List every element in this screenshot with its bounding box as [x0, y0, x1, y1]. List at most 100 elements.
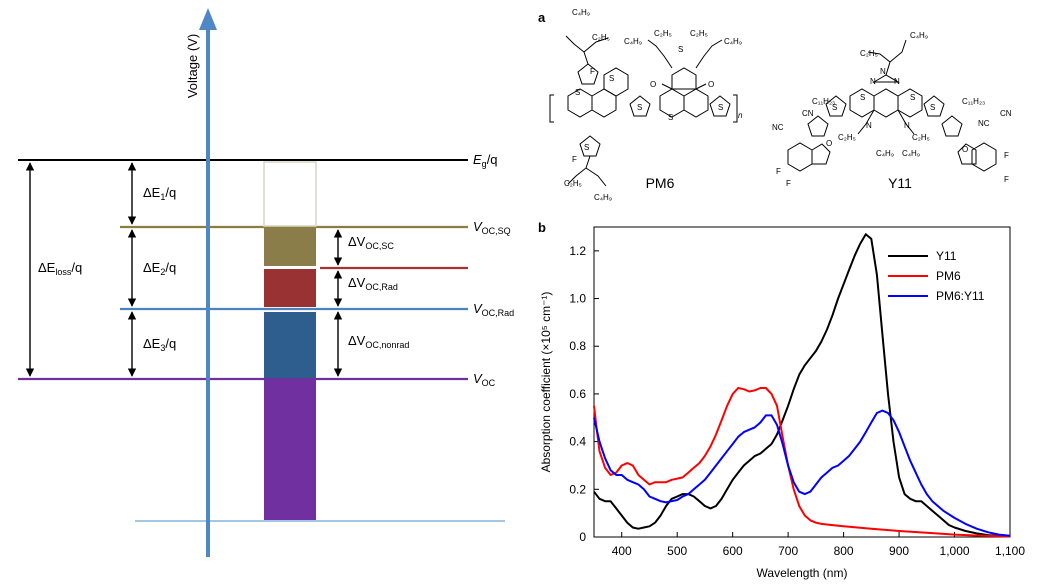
y-tick-label: 0.2 [569, 482, 586, 496]
svg-text:S: S [637, 103, 642, 112]
x-tick-label: 400 [612, 544, 632, 558]
label-de2: ΔE2/q [143, 260, 176, 277]
y11-name: Y11 [888, 175, 912, 191]
energy-diagram: Voltage (V) ΔE1/q ΔE2/q ΔE3/q ΔEloss/q Δ… [18, 8, 514, 557]
x-tick-label: 900 [889, 544, 909, 558]
panel-b: b 0 0.2 0.4 0.6 0.8 1.0 1.2 400 500 600 700 800 900 1… [538, 220, 1025, 580]
label-level-eg: Eg/q [473, 152, 498, 169]
svg-text:N: N [880, 67, 886, 76]
svg-text:C₄H₉: C₄H₉ [902, 149, 920, 158]
svg-text:C₄H₉: C₄H₉ [910, 31, 928, 40]
svg-text:F: F [776, 167, 781, 176]
svg-text:C₁₁H₂₃: C₁₁H₂₃ [962, 97, 985, 106]
svg-text:N: N [904, 121, 910, 130]
svg-text:N: N [870, 77, 876, 86]
panel-b-letter: b [538, 220, 546, 235]
y11-structure-icon [787, 39, 997, 172]
label-dvoc-sc: ΔVOC,SC [348, 234, 394, 251]
y-tick-label: 1.0 [569, 292, 586, 306]
label-level-voc-sq: VOC,SQ [473, 219, 511, 236]
svg-text:O: O [962, 145, 968, 154]
y-tick-label: 0.4 [569, 435, 586, 449]
series-line-y11 [593, 233, 1011, 538]
svg-text:CN: CN [802, 109, 814, 118]
y-tick-label: 1.2 [569, 244, 586, 258]
svg-text:C₂H₅: C₂H₅ [860, 49, 878, 58]
x-tick-label: 800 [834, 544, 854, 558]
legend-label: Y11 [936, 249, 957, 263]
x-tick-label: 500 [667, 544, 687, 558]
svg-text:F: F [786, 179, 791, 188]
svg-text:O: O [826, 139, 832, 148]
y11-atom-labels: C₄H₉ C₂H₅ N N N S S S S N N C₁₁H₂₃ C₁₁H₂… [772, 31, 1012, 188]
absorption-chart: 0 0.2 0.4 0.6 0.8 1.0 1.2 400 500 600 700 800 900 1,0… [539, 226, 1025, 580]
legend-label: PM6:Y11 [936, 289, 985, 303]
pm6-name: PM6 [646, 175, 675, 191]
svg-text:C₂H₅: C₂H₅ [564, 179, 582, 188]
svg-text:S: S [930, 103, 935, 112]
block-voc-sc [264, 228, 316, 266]
svg-text:C₄H₉: C₄H₉ [594, 193, 612, 202]
x-tick-label: 1,000 [940, 544, 970, 558]
svg-text:S: S [718, 103, 723, 112]
x-tick-label: 600 [723, 544, 743, 558]
y-tick-label: 0.6 [569, 387, 586, 401]
svg-text:C₄H₉: C₄H₉ [624, 37, 642, 46]
svg-text:C₂H₅: C₂H₅ [912, 133, 930, 142]
label-de3: ΔE3/q [143, 336, 176, 353]
svg-text:F: F [1004, 175, 1009, 184]
voltage-axis-label: Voltage (V) [185, 34, 200, 98]
svg-text:C₂H₅: C₂H₅ [838, 133, 856, 142]
svg-text:NC: NC [772, 123, 784, 132]
svg-text:N: N [894, 77, 900, 86]
legend-label: PM6 [936, 269, 961, 283]
y-axis-label: Absorption coefficient (×10⁵ cm⁻¹) [539, 292, 553, 473]
x-tick-label: 1,100 [995, 544, 1025, 558]
svg-text:C₁₁H₂₃: C₁₁H₂₃ [812, 97, 835, 106]
label-level-voc: VOC [473, 371, 496, 388]
svg-text:C₂H₅: C₂H₅ [654, 29, 672, 38]
svg-text:F: F [1004, 151, 1009, 160]
label-dvoc-rad: ΔVOC,Rad [348, 275, 398, 292]
svg-text:S: S [668, 113, 673, 122]
svg-text:S: S [575, 88, 580, 97]
svg-text:C₄H₉: C₄H₉ [572, 8, 590, 17]
svg-text:O: O [708, 80, 714, 89]
y-tick-label: 0.8 [569, 339, 586, 353]
svg-text:S: S [910, 93, 915, 102]
svg-text:S: S [678, 45, 683, 54]
voltage-axis-arrowhead-icon [199, 8, 217, 30]
svg-text:F: F [572, 155, 577, 164]
svg-text:F: F [590, 67, 595, 76]
block-voc-nonrad [264, 312, 316, 378]
block-empty [263, 161, 317, 227]
plot-frame [593, 226, 1011, 538]
y-tick-label: 0 [579, 530, 586, 544]
label-level-voc-rad: VOC,Rad [473, 301, 514, 318]
label-dvoc-nonrad: ΔVOC,nonrad [348, 333, 409, 350]
label-de1: ΔE1/q [143, 185, 176, 202]
svg-text:C₄H₉: C₄H₉ [876, 149, 894, 158]
svg-text:S: S [832, 103, 837, 112]
svg-text:C₂H₅: C₂H₅ [690, 29, 708, 38]
svg-text:N: N [866, 121, 872, 130]
svg-text:C₄H₉: C₄H₉ [724, 37, 742, 46]
series-line-pm6 [593, 387, 1011, 538]
series-line-pm6-y11 [593, 409, 1011, 537]
x-axis-label: Wavelength (nm) [757, 566, 848, 580]
svg-text:S: S [860, 93, 865, 102]
block-voc-rad [264, 269, 316, 307]
label-eloss: ΔEloss/q [38, 260, 82, 277]
x-tick-label: 700 [778, 544, 798, 558]
svg-text:S: S [584, 143, 589, 152]
svg-text:S: S [609, 74, 614, 83]
block-voc [264, 380, 316, 520]
svg-text:C₂H₅: C₂H₅ [592, 33, 610, 42]
svg-text:NC: NC [978, 119, 990, 128]
panel-a: a [538, 8, 1012, 202]
pm6-atom-labels: C₄H₉ C₂H₅ F S S S S O O S S S F C₂H₅ C₄H… [564, 8, 743, 202]
svg-text:n: n [738, 111, 743, 120]
pm6-structure-icon [549, 35, 738, 187]
